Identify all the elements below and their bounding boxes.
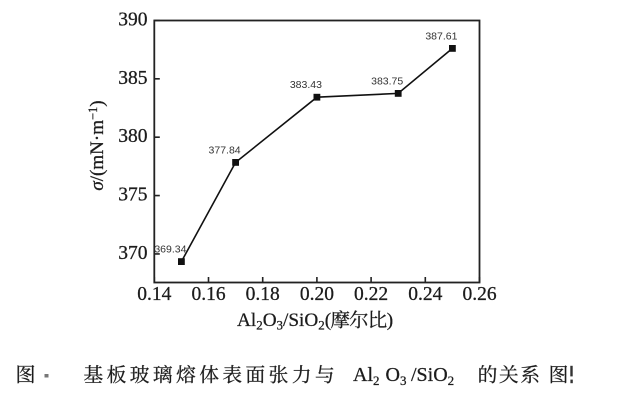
svg-text:): ) bbox=[387, 310, 393, 331]
svg-text:380: 380 bbox=[118, 126, 147, 147]
svg-text:377.84: 377.84 bbox=[209, 144, 241, 156]
svg-text:375: 375 bbox=[118, 185, 147, 206]
svg-text:385: 385 bbox=[118, 68, 147, 89]
svg-text:383.43: 383.43 bbox=[290, 79, 322, 91]
svg-text:390: 390 bbox=[118, 10, 147, 31]
svg-text:0.24: 0.24 bbox=[408, 284, 442, 305]
svg-text:0.22: 0.22 bbox=[354, 284, 388, 305]
svg-text:Al2O3/SiO2(: Al2O3/SiO2( bbox=[237, 310, 331, 333]
svg-text:0.20: 0.20 bbox=[300, 284, 334, 305]
svg-text:0.18: 0.18 bbox=[246, 284, 280, 305]
svg-text:369.34: 369.34 bbox=[154, 244, 186, 256]
svg-text:σ/(mN·m−1): σ/(mN·m−1) bbox=[86, 100, 108, 190]
svg-text:0.26: 0.26 bbox=[462, 284, 496, 305]
svg-text:370: 370 bbox=[118, 243, 147, 264]
svg-text:0.16: 0.16 bbox=[191, 284, 225, 305]
svg-text:0.14: 0.14 bbox=[137, 284, 171, 305]
svg-text:383.75: 383.75 bbox=[371, 75, 403, 87]
svg-text:387.61: 387.61 bbox=[425, 30, 457, 42]
